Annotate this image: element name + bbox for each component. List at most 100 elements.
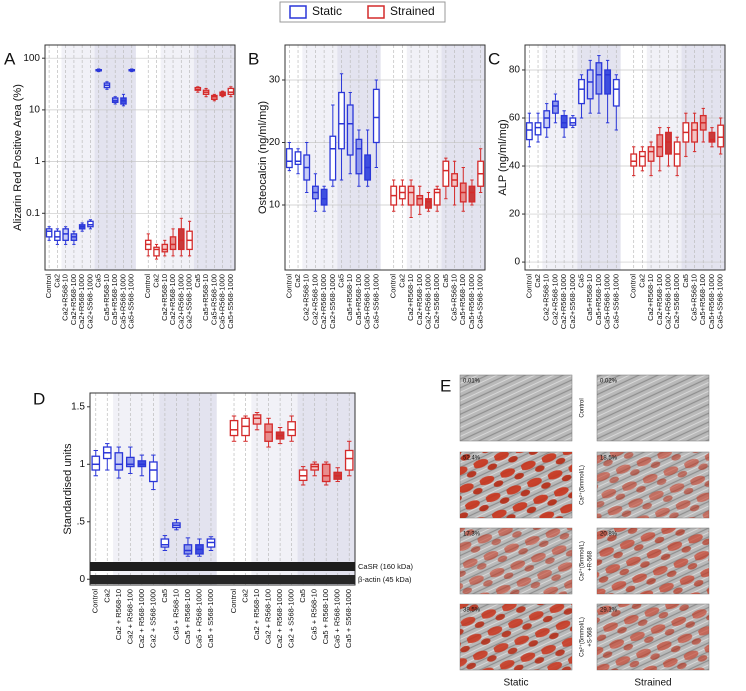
- x-tick-label: Ca2 + S568-1000: [287, 589, 296, 648]
- x-tick-label: Ca2+R568-100: [655, 274, 664, 325]
- x-tick-label: Ca5 + R568-10: [310, 589, 319, 640]
- group-shade: [542, 45, 578, 270]
- x-tick-label: Control: [143, 274, 152, 299]
- box: [708, 131, 716, 143]
- y-tick-label: 10: [269, 200, 281, 211]
- x-tick-label: Ca2: [637, 274, 646, 288]
- y-tick-label: 0: [514, 257, 520, 268]
- box: [114, 452, 124, 471]
- box: [586, 69, 594, 100]
- stain-overlay: [597, 528, 709, 594]
- box: [612, 78, 620, 107]
- box: [468, 185, 476, 203]
- x-tick-label: Ca5 + S568-1000: [344, 589, 353, 648]
- box: [320, 188, 328, 206]
- box: [329, 135, 337, 181]
- x-tick-label: Ca2 + R568-100: [125, 589, 134, 644]
- x-tick-label: Ca2 + R568-10: [114, 589, 123, 640]
- y-tick-label: 1: [79, 459, 85, 470]
- box: [407, 185, 415, 206]
- legend-swatch: [367, 5, 385, 19]
- box: [125, 456, 135, 468]
- stain-overlay: [597, 452, 709, 518]
- y-axis-label: ALP (ng/ml/mg): [497, 119, 509, 195]
- x-tick-label: Ca5 + R568-10: [171, 589, 180, 640]
- percent-label: 38.5%: [463, 608, 481, 614]
- box: [372, 88, 380, 144]
- x-tick-label: Ca5+S568-1000: [226, 274, 235, 329]
- box: [149, 461, 158, 483]
- percent-label: 18.5%: [600, 456, 618, 462]
- x-tick-label: Ca5: [160, 589, 169, 603]
- x-tick-label: Ca5: [337, 274, 346, 288]
- box: [543, 110, 551, 129]
- box: [161, 243, 169, 253]
- y-tick-label: 40: [509, 161, 521, 172]
- stain-overlay: [597, 604, 709, 670]
- x-tick-label: Ca5+R568-1000: [603, 274, 612, 329]
- x-tick-label: Ca2+R568-1000: [663, 274, 672, 329]
- legend-label: Strained: [390, 4, 435, 18]
- x-tick-label: Ca5+R568-1000: [707, 274, 716, 329]
- x-tick-label: Ca5 + R568-100: [183, 589, 192, 644]
- row-label: Ca²⁺(5mmol/L): [579, 541, 586, 581]
- x-tick-label: Ca2: [241, 589, 250, 603]
- x-tick-label: Ca2+S568-1000: [432, 274, 441, 329]
- row-label: +S-568: [588, 627, 594, 647]
- x-tick-label: Ca2+S568-1000: [85, 274, 94, 329]
- plot-frame: [284, 44, 486, 271]
- plot-frame: [89, 392, 356, 586]
- box: [578, 78, 585, 105]
- x-tick-label: Ca5: [298, 589, 307, 603]
- box: [294, 151, 302, 166]
- legend-label: Static: [312, 4, 342, 18]
- x-tick-label: Ca5+S568-1000: [716, 274, 725, 329]
- panel-letter: A: [4, 49, 16, 68]
- x-tick-label: Ca5: [681, 274, 690, 288]
- blot-actin: [90, 575, 355, 584]
- x-tick-label: Ca2+R568-100: [415, 274, 424, 325]
- x-tick-label: Ca2+R568-1000: [77, 274, 86, 329]
- box: [160, 538, 170, 548]
- x-tick-label: Control: [389, 274, 398, 299]
- x-tick-label: Ca2+S568-1000: [672, 274, 681, 329]
- box: [425, 198, 432, 209]
- box: [569, 117, 577, 126]
- x-tick-label: Ca5+R568-100: [354, 274, 363, 325]
- plot-frame: [524, 44, 726, 271]
- plot-frame: [44, 44, 236, 271]
- box: [560, 114, 568, 129]
- percent-label: 52.4%: [463, 456, 481, 462]
- x-tick-label: Control: [284, 274, 293, 299]
- y-tick-label: 20: [269, 137, 281, 148]
- row-label: +R-568: [588, 550, 594, 571]
- panel-letter: D: [33, 389, 45, 408]
- y-tick-label: 1: [34, 156, 40, 167]
- percent-label: 0.01%: [463, 379, 481, 385]
- percent-label: 29.1%: [600, 608, 618, 614]
- x-tick-label: Ca5+R568-100: [209, 274, 218, 325]
- column-label: Strained: [634, 678, 671, 689]
- x-tick-label: Ca2: [293, 274, 302, 288]
- box: [595, 62, 603, 95]
- x-tick-label: Ca5+R568-10: [585, 274, 594, 321]
- x-tick-label: Ca2+R568-1000: [176, 274, 185, 329]
- x-tick-label: Control: [91, 589, 100, 614]
- percent-label: 20.8%: [600, 532, 618, 538]
- x-tick-label: Ca2+R568-10: [646, 274, 655, 321]
- x-tick-label: Ca5+R568-1000: [363, 274, 372, 329]
- x-tick-label: Ca2 + R568-100: [264, 589, 273, 644]
- x-tick-label: Ca2: [152, 274, 161, 288]
- x-tick-label: Ca5+S568-1000: [371, 274, 380, 329]
- stain-overlay: [460, 604, 572, 670]
- x-tick-label: Ca5+S568-1000: [611, 274, 620, 329]
- x-tick-label: Ca2 + R568-10: [252, 589, 261, 640]
- blot-casr: [90, 562, 355, 571]
- micrograph: [596, 374, 710, 442]
- box: [91, 455, 101, 471]
- x-tick-label: Ca5: [577, 274, 586, 288]
- x-tick-label: Ca5+R568-100: [594, 274, 603, 325]
- box: [647, 146, 655, 162]
- x-tick-label: Ca2+R568-10: [542, 274, 551, 321]
